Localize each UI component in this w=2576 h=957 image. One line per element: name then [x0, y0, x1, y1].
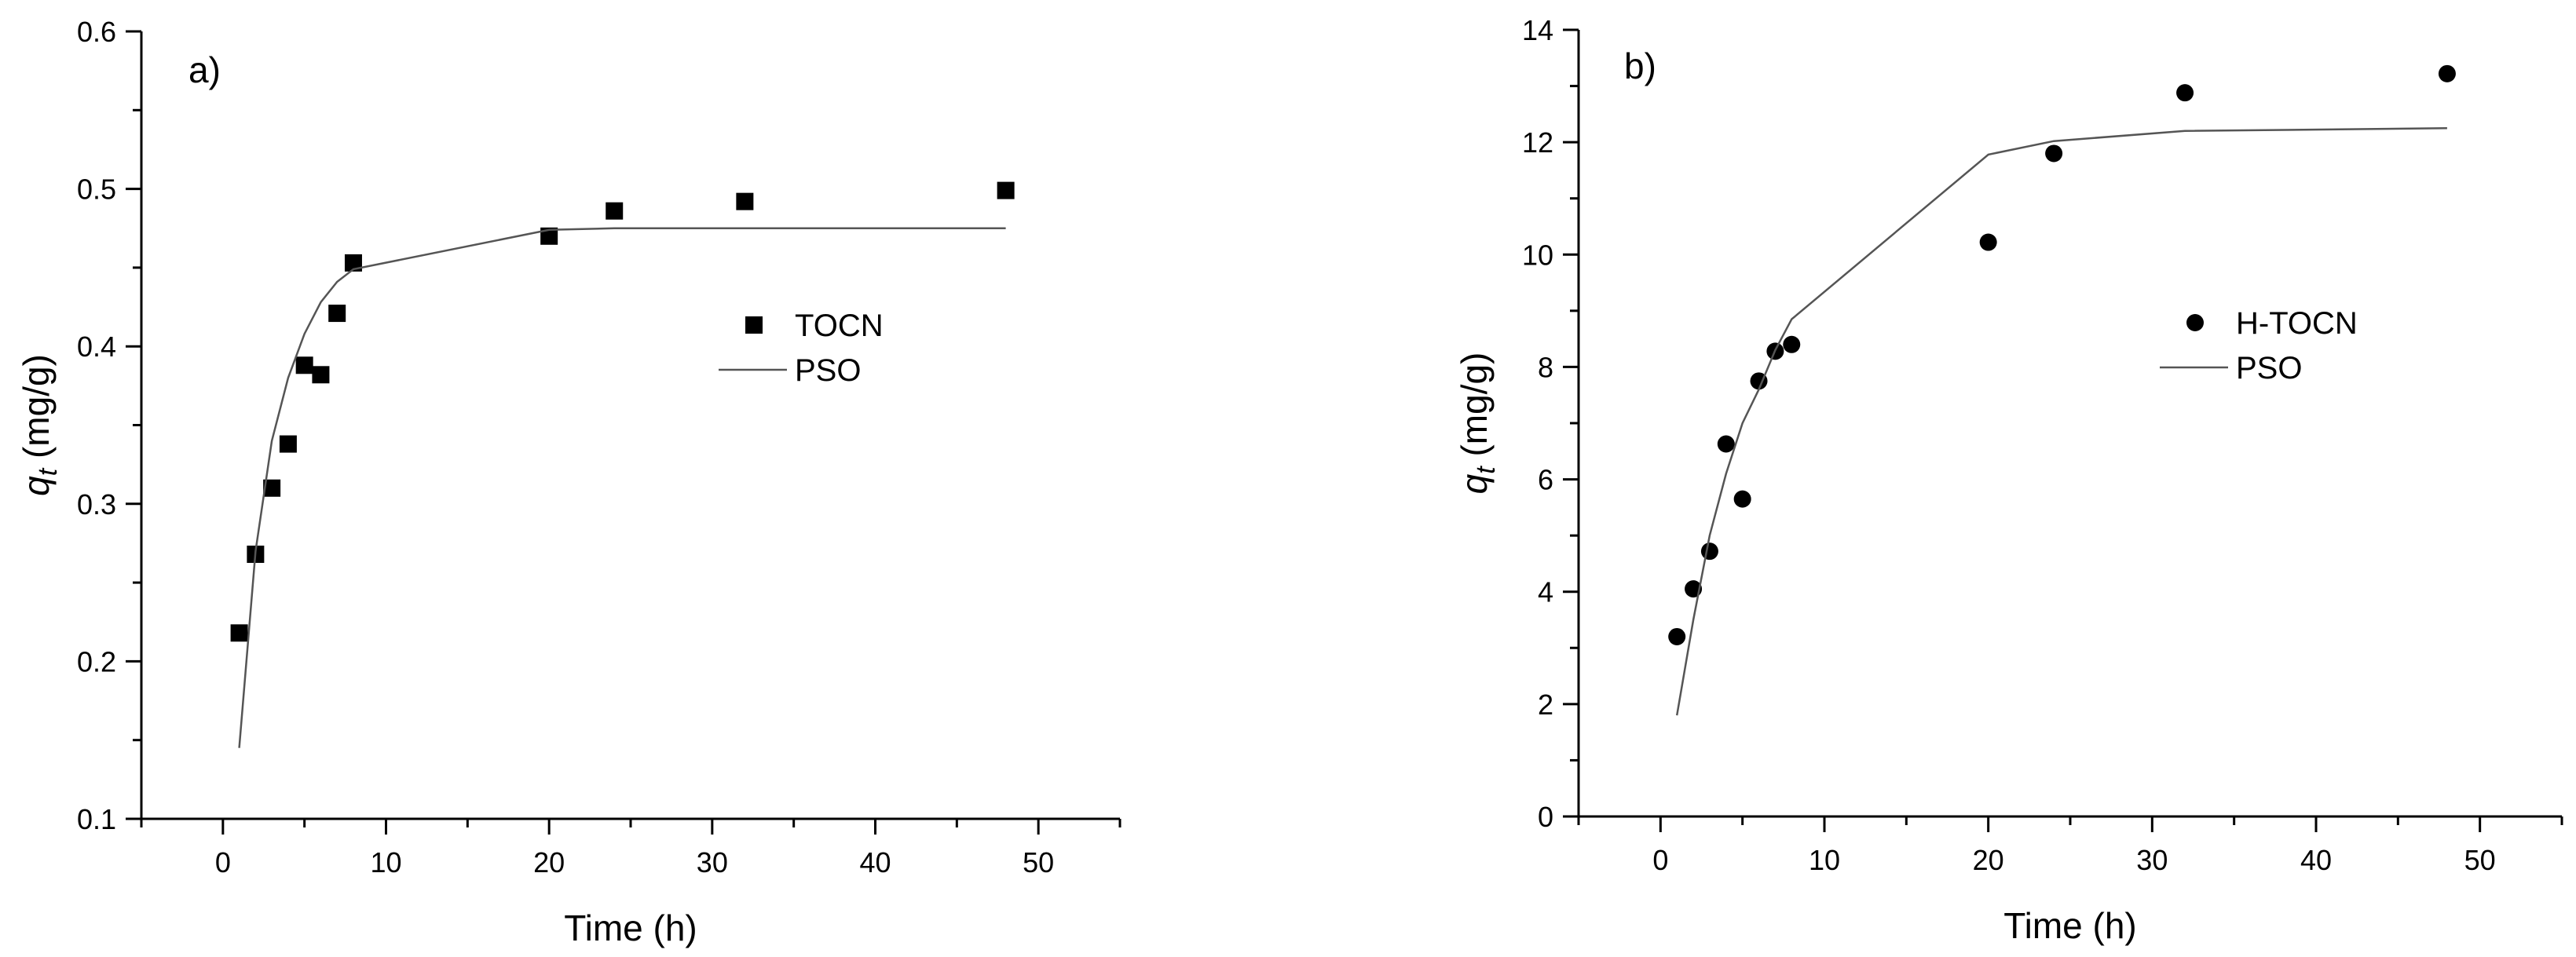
data-point-tocn — [279, 435, 297, 453]
data-point-h-tocn — [1783, 335, 1801, 353]
x-tick-label: 30 — [697, 846, 728, 878]
series-line-pso — [1675, 127, 2447, 716]
data-point-h-tocn — [1979, 233, 1997, 251]
x-tick-label: 40 — [2300, 844, 2332, 876]
x-tick-label: 10 — [1809, 844, 1840, 876]
y-tick-label: 14 — [1522, 14, 1553, 46]
y-axis-title-symbol: q — [1454, 473, 1495, 494]
data-point-tocn — [328, 305, 346, 323]
data-point-tocn — [312, 366, 330, 384]
y-tick-label: 0.6 — [77, 16, 116, 48]
x-tick-label: 0 — [1652, 844, 1668, 876]
x-axis-title: Time (h) — [2003, 905, 2137, 946]
data-point-tocn — [263, 479, 281, 497]
y-axis-title-subscript: t — [33, 467, 63, 476]
y-tick-label: 2 — [1538, 689, 1553, 721]
y-tick-label: 0.2 — [77, 645, 116, 678]
data-point-h-tocn — [2045, 144, 2063, 163]
y-axis-title-units: (mg/g) — [1454, 352, 1495, 467]
legend-label: PSO — [795, 353, 861, 388]
x-tick-label: 20 — [533, 846, 565, 878]
data-point-tocn — [295, 356, 313, 374]
x-tick-label: 20 — [1973, 844, 2004, 876]
y-tick-label: 10 — [1522, 239, 1553, 271]
legend: TOCN PSO — [719, 309, 884, 388]
data-point-h-tocn — [1700, 542, 1718, 561]
y-axis-title: qt (mg/g) — [16, 354, 63, 496]
legend-label: TOCN — [795, 309, 884, 343]
y-axis-title: qt (mg/g) — [1454, 352, 1501, 495]
y-tick-label: 8 — [1538, 351, 1553, 383]
data-point-h-tocn — [2176, 84, 2194, 102]
x-tick-label: 50 — [2464, 844, 2496, 876]
chart-panel-b: 0 10 20 30 40 50 0 2 4 6 8 10 12 14 Time (h) qt (mg/g) b… — [1454, 14, 2563, 946]
data-point-h-tocn — [1717, 435, 1735, 453]
data-point-h-tocn — [2438, 64, 2456, 82]
data-point-tocn — [540, 227, 558, 245]
y-tick-label: 0.3 — [77, 488, 116, 521]
legend-swatch-circle — [2186, 314, 2204, 331]
x-tick-label: 10 — [370, 846, 401, 878]
panel-label: b) — [1624, 46, 1656, 86]
x-tick-label: 30 — [2136, 844, 2168, 876]
y-tick-label: 0.5 — [77, 174, 116, 206]
y-axis-title-units: (mg/g) — [16, 354, 57, 469]
legend-label: H-TOCN — [2236, 306, 2358, 341]
series-line-pso — [238, 227, 1006, 748]
legend: H-TOCN PSO — [2160, 306, 2358, 385]
y-tick-label: 0.4 — [77, 331, 116, 363]
y-axis-title-symbol: q — [16, 476, 57, 496]
y-tick-label: 12 — [1522, 126, 1553, 159]
data-point-tocn — [997, 181, 1015, 199]
data-point-tocn — [344, 254, 362, 272]
panel-label: a) — [188, 49, 221, 90]
x-axis-title: Time (h) — [564, 908, 697, 948]
data-point-h-tocn — [1668, 627, 1686, 645]
y-axis-title-subscript: t — [1471, 466, 1501, 474]
legend-swatch-square — [745, 316, 763, 334]
chart-panel-a: 0 10 20 30 40 50 0.1 0.2 0.3 0.4 0.5 0.6 Time (h) qt … — [16, 16, 1122, 948]
y-tick-label: 0 — [1538, 801, 1553, 833]
x-tick-label: 0 — [215, 846, 231, 878]
data-point-tocn — [606, 202, 624, 220]
data-point-h-tocn — [1733, 490, 1751, 508]
legend-label: PSO — [2236, 351, 2302, 385]
y-tick-label: 0.1 — [77, 803, 116, 835]
data-point-tocn — [230, 624, 248, 642]
y-tick-label: 6 — [1538, 464, 1553, 496]
x-tick-label: 50 — [1023, 846, 1054, 878]
x-tick-label: 40 — [859, 846, 891, 878]
y-tick-label: 4 — [1538, 576, 1553, 608]
data-point-tocn — [736, 192, 754, 210]
